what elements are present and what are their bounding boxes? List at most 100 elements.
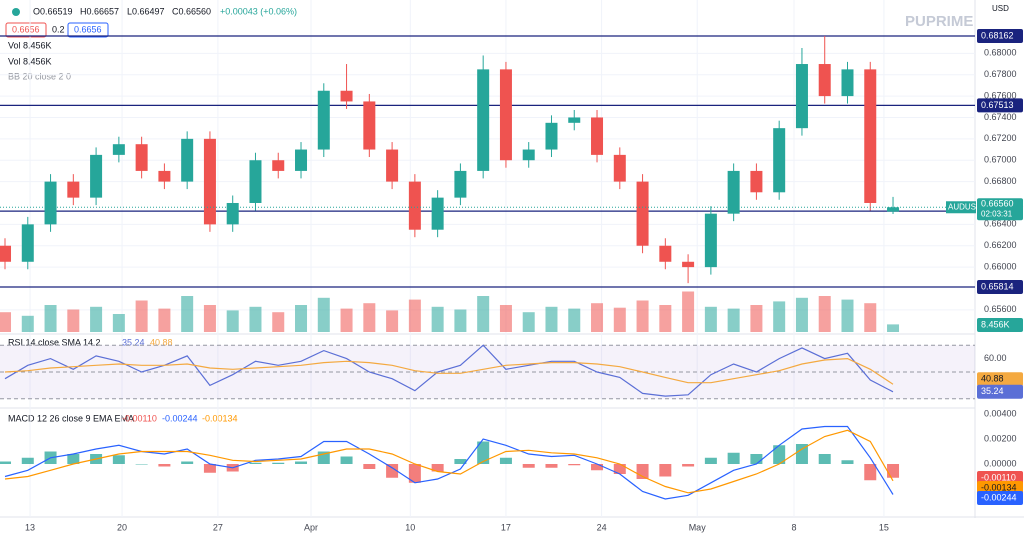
buy-button[interactable] [67,22,109,38]
candle-body [67,181,80,198]
sma-label: 40.88 [981,374,1004,384]
macd-legend: MACD 12 26 close 9 EMA EMA [8,413,134,423]
volume-bar [568,308,581,332]
volume-bar [340,308,353,332]
sell-price[interactable]: 0.6656 [12,24,40,34]
candle-body [613,154,626,182]
y-tick-label: 0.66000 [984,261,1017,271]
volume-bar [841,299,854,332]
histogram-bar [203,464,216,473]
histogram-bar [613,464,626,474]
x-tick-label: 27 [213,522,223,532]
candle-body [499,69,512,161]
open: O0.66519 [33,6,73,16]
change: +0.00043 (+0.06%) [220,6,297,16]
volume-bar [499,305,512,332]
volume-bar [21,315,34,332]
volume-bar [887,324,900,332]
histogram-bar [454,459,467,464]
histogram-bar [386,464,399,478]
sma-label-box [977,372,1023,387]
y-tick-label: 0.67400 [984,112,1017,122]
volume-bar [90,306,103,332]
candle-body [841,69,854,97]
sma-legend-value: 40.88 [150,337,173,347]
price-box [977,198,1023,221]
bb-legend: BB 20 close 2 0 [8,71,71,81]
hist-label: -0.00110 [981,472,1016,482]
volume-bar [181,296,194,332]
volume-bar [545,306,558,332]
candle-body [727,170,740,214]
y-tick-label: 0.66200 [984,240,1017,250]
high: H0.66657 [80,6,119,16]
volume-bar [704,306,717,332]
buy-price[interactable]: 0.6656 [74,24,102,34]
close: C0.66560 [172,6,211,16]
histogram-bar [750,454,763,464]
volume-bar [431,306,444,332]
sell-button[interactable] [5,22,47,38]
candle-body [454,170,467,198]
x-tick-label: 20 [117,522,127,532]
level-label: 0.68162 [981,30,1014,40]
spread: 0.2 [52,24,65,34]
candle-body [112,144,125,155]
histogram-bar [340,456,353,464]
volume-bar [295,305,308,332]
histogram-bar [431,464,444,472]
volume-bar [727,308,740,332]
rsi-label-box [977,384,1023,399]
rsi-label: 35.24 [981,386,1004,396]
volume-bar [0,312,12,332]
volume-bar [272,312,285,332]
macd-legend-value: -0.00244 [162,413,198,423]
macd-label: -0.00244 [981,492,1017,502]
volume-bar [682,291,695,332]
candle-body [21,224,34,262]
rsi-legend-value: 35.24 [122,337,145,347]
candle-body [477,69,490,171]
histogram-bar [795,444,808,464]
y-tick-label: 0.66400 [984,219,1017,229]
hist-legend-value: -0.00110 [122,413,157,423]
x-tick-label: May [689,522,707,532]
candle-body [272,160,285,171]
volume-bar [864,303,877,332]
volume-bar [818,296,831,332]
y-tick-label: 0.65600 [984,304,1017,314]
x-tick-label: 13 [25,522,35,532]
histogram-bar [568,464,581,466]
y-tick-label: 0.00400 [984,408,1017,418]
histogram-bar [773,445,786,464]
volume-bar [112,314,125,332]
candle-body [659,245,672,262]
volume-bar [386,310,399,332]
level-label-box [977,98,1023,113]
currency[interactable]: USD [992,4,1009,13]
candle-body [887,207,900,212]
candle-body [795,64,808,129]
volume-bar [408,299,421,332]
candle-body [636,181,649,246]
histogram-bar [112,455,125,464]
volume-bar [454,309,467,332]
histogram-bar [887,464,900,478]
signal-legend-value: -0.00134 [202,413,238,423]
candle-body [203,138,216,225]
volume-bar [226,310,239,332]
candle-body [431,197,444,230]
volume-bar [613,307,626,332]
y-tick-label: 0.67600 [984,90,1017,100]
histogram-bar [249,462,262,464]
symbol-box [946,201,976,214]
candle-body [545,122,558,150]
candle-body [704,213,717,268]
volume-bar [158,308,171,332]
histogram-bar [591,464,604,471]
volume-bar [135,300,148,332]
volume-bar [363,303,376,332]
histogram-bar [295,461,308,464]
price-label: 0.66560 [981,199,1014,209]
volume-label-box [977,318,1023,332]
